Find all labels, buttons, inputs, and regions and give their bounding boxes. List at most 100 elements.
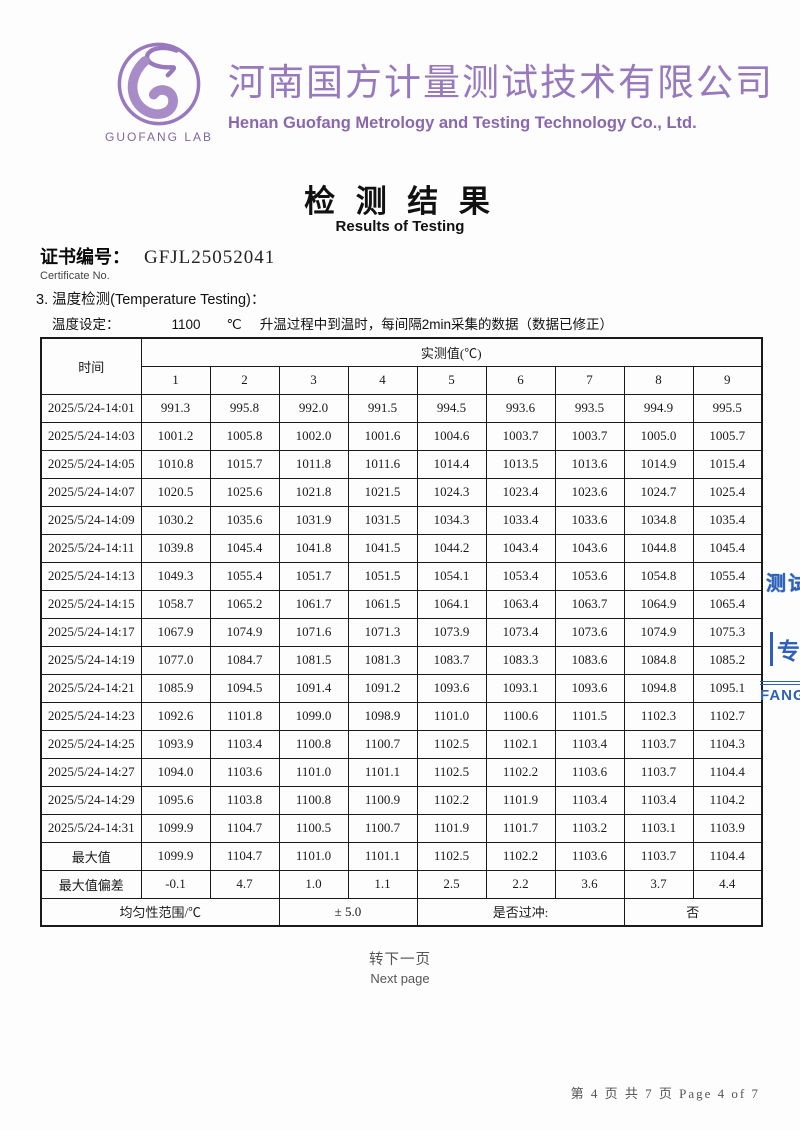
- value-cell: 1064.9: [623, 589, 694, 619]
- channel-header: 8: [623, 365, 694, 395]
- time-cell: 2025/5/24-14:13: [40, 561, 142, 591]
- time-cell: 2025/5/24-14:17: [40, 617, 142, 647]
- certificate-label: 证书编号：: [40, 247, 130, 267]
- value-cell: 1077.0: [140, 645, 211, 675]
- value-cell: 1073.9: [416, 617, 487, 647]
- table-row: 2025/5/24-14:09 1030.2 1035.6 1031.9 103…: [40, 505, 763, 535]
- value-cell: 1104.7: [209, 813, 280, 843]
- time-cell: 2025/5/24-14:27: [40, 757, 142, 787]
- value-cell: 1101.0: [416, 701, 487, 731]
- value-cell: 1103.6: [209, 757, 280, 787]
- value-cell: 4.7: [209, 869, 280, 899]
- value-cell: 993.5: [554, 393, 625, 423]
- value-cell: 1092.6: [140, 701, 211, 731]
- value-cell: 1099.9: [140, 813, 211, 843]
- value-cell: 1003.7: [554, 421, 625, 451]
- temperature-setting-line: 温度设定： 1100 ℃ 升温过程中到温时，每间隔2min采集的数据（数据已修正）: [52, 313, 613, 333]
- value-cell: 1093.6: [416, 673, 487, 703]
- value-cell: 1030.2: [140, 505, 211, 535]
- value-cell: 1104.4: [692, 841, 763, 871]
- value-cell: 1044.8: [623, 533, 694, 563]
- value-cell: 1033.6: [554, 505, 625, 535]
- value-cell: 1095.1: [692, 673, 763, 703]
- value-cell: 1101.0: [278, 757, 349, 787]
- table-row: 最大值 1099.9 1104.7 1101.0 1101.1 1102.5 1…: [40, 841, 763, 871]
- value-cell: 1065.2: [209, 589, 280, 619]
- letterhead: GUOFANG LAB 河南国方计量测试技术有限公司 Henan Guofang…: [98, 40, 774, 144]
- value-cell: 991.3: [140, 393, 211, 423]
- value-cell: 1011.6: [347, 449, 418, 479]
- table-row: 2025/5/24-14:11 1039.8 1045.4 1041.8 104…: [40, 533, 763, 563]
- value-cell: 1103.6: [554, 757, 625, 787]
- value-cell: 994.5: [416, 393, 487, 423]
- value-cell: 1014.4: [416, 449, 487, 479]
- time-cell: 2025/5/24-14:21: [40, 673, 142, 703]
- value-cell: 1043.4: [485, 533, 556, 563]
- uniformity-value: ± 5.0: [278, 897, 418, 927]
- value-cell: 1003.7: [485, 421, 556, 451]
- value-cell: 1045.4: [209, 533, 280, 563]
- value-cell: 994.9: [623, 393, 694, 423]
- value-cell: 1023.4: [485, 477, 556, 507]
- certificate-label-english: Certificate No.: [40, 270, 110, 282]
- guofang-logo-icon: [117, 42, 201, 126]
- value-cell: 1084.7: [209, 645, 280, 675]
- value-cell: 1.1: [347, 869, 418, 899]
- value-cell: 1044.2: [416, 533, 487, 563]
- value-cell: 1091.2: [347, 673, 418, 703]
- value-cell: 1063.4: [485, 589, 556, 619]
- company-name-chinese: 河南国方计量测试技术有限公司: [228, 63, 774, 104]
- value-cell: 1101.0: [278, 841, 349, 871]
- time-cell: 2025/5/24-14:05: [40, 449, 142, 479]
- value-cell: 1103.2: [554, 813, 625, 843]
- value-cell: 1085.9: [140, 673, 211, 703]
- value-cell: 1061.7: [278, 589, 349, 619]
- value-cell: 1005.8: [209, 421, 280, 451]
- value-cell: 1103.7: [623, 729, 694, 759]
- value-cell: 1041.5: [347, 533, 418, 563]
- time-cell: 2025/5/24-14:29: [40, 785, 142, 815]
- value-cell: 1055.4: [692, 561, 763, 591]
- table-row: 2025/5/24-14:29 1095.6 1103.8 1100.8 110…: [40, 785, 763, 815]
- time-cell: 最大值偏差: [40, 869, 142, 899]
- value-cell: 1071.6: [278, 617, 349, 647]
- value-cell: 1002.0: [278, 421, 349, 451]
- value-cell: 1054.1: [416, 561, 487, 591]
- value-cell: 1013.6: [554, 449, 625, 479]
- value-cell: 1095.6: [140, 785, 211, 815]
- value-cell: 1099.9: [140, 841, 211, 871]
- value-cell: 1100.8: [278, 785, 349, 815]
- table-row: 2025/5/24-14:27 1094.0 1103.6 1101.0 110…: [40, 757, 763, 787]
- value-cell: 1094.5: [209, 673, 280, 703]
- channel-header: 9: [692, 365, 763, 395]
- table-row: 2025/5/24-14:21 1085.9 1094.5 1091.4 109…: [40, 673, 763, 703]
- seal-fragment-bottom: FANG: [760, 681, 800, 704]
- value-cell: 1101.9: [416, 813, 487, 843]
- value-cell: 1051.7: [278, 561, 349, 591]
- value-cell: 1102.1: [485, 729, 556, 759]
- value-cell: 1104.7: [209, 841, 280, 871]
- value-cell: 1093.6: [554, 673, 625, 703]
- value-cell: 1103.7: [623, 841, 694, 871]
- value-cell: 1023.6: [554, 477, 625, 507]
- value-cell: 1074.9: [209, 617, 280, 647]
- time-cell: 2025/5/24-14:15: [40, 589, 142, 619]
- value-cell: 1083.7: [416, 645, 487, 675]
- company-name-english: Henan Guofang Metrology and Testing Tech…: [228, 114, 697, 132]
- value-cell: 1010.8: [140, 449, 211, 479]
- value-cell: 1049.3: [140, 561, 211, 591]
- value-cell: 1100.5: [278, 813, 349, 843]
- value-cell: 1063.7: [554, 589, 625, 619]
- value-cell: 1004.6: [416, 421, 487, 451]
- value-cell: 1103.8: [209, 785, 280, 815]
- page-title-english: Results of Testing: [335, 218, 465, 235]
- value-cell: 1025.4: [692, 477, 763, 507]
- company-names: 河南国方计量测试技术有限公司 Henan Guofang Metrology a…: [228, 40, 774, 133]
- value-cell: 1021.8: [278, 477, 349, 507]
- value-cell: 3.7: [623, 869, 694, 899]
- value-cell: 1102.5: [416, 757, 487, 787]
- channel-header: 1: [140, 365, 211, 395]
- time-cell: 2025/5/24-14:25: [40, 729, 142, 759]
